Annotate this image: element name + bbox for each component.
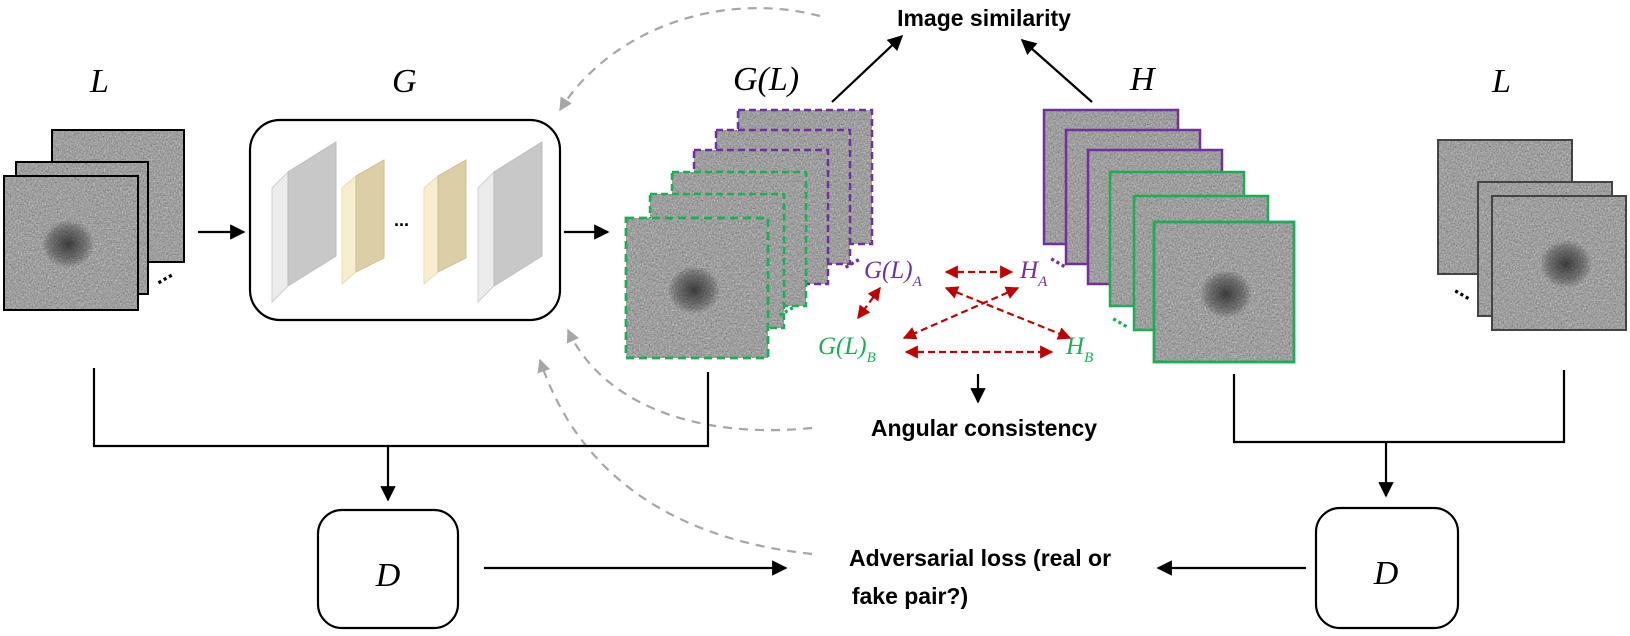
label-GL-A: G(L)A: [864, 257, 923, 290]
right-discriminator-connector: [1232, 370, 1566, 498]
label-GL: G(L): [733, 61, 799, 98]
generator-ellipsis: ...: [394, 210, 409, 230]
label-H: H: [1129, 61, 1157, 98]
loss-adversarial-line2: fake pair?): [852, 583, 968, 609]
arrow-GL-to-similarity: [831, 34, 904, 103]
label-GL-B: G(L)B: [818, 333, 876, 366]
label-L-right: L: [1491, 63, 1511, 100]
ground-truth-stack: [1042, 108, 1296, 364]
label-H-B: HB: [1065, 333, 1093, 366]
conv-layers: [271, 141, 543, 304]
feedback-adversarial: [537, 358, 813, 556]
angular-pair-arrows: [857, 265, 1072, 359]
label-D-left: D: [375, 557, 401, 594]
input-stack-left: [3, 129, 185, 311]
stack-ellipsis-right: ...: [1451, 274, 1479, 305]
feedback-curves: [537, 7, 821, 556]
label-G: G: [392, 63, 417, 100]
generated-stack: [624, 108, 874, 360]
label-H-A: HA: [1019, 257, 1048, 290]
discriminator-left: [316, 508, 460, 630]
left-discriminator-connector: [92, 368, 710, 502]
discriminator-right: [1314, 506, 1460, 630]
loss-angular-consistency: Angular consistency: [871, 415, 1097, 441]
loss-image-similarity: Image similarity: [897, 5, 1071, 31]
arrow-H-to-similarity: [1020, 38, 1093, 103]
loss-adversarial-line1: Adversarial loss (real or: [849, 545, 1111, 571]
input-stack-right: [1437, 139, 1627, 331]
label-D-right: D: [1373, 555, 1399, 592]
label-L-left: L: [89, 63, 109, 100]
stack-ellipsis-left: ...: [148, 258, 176, 289]
feedback-image-similarity: [559, 7, 821, 112]
